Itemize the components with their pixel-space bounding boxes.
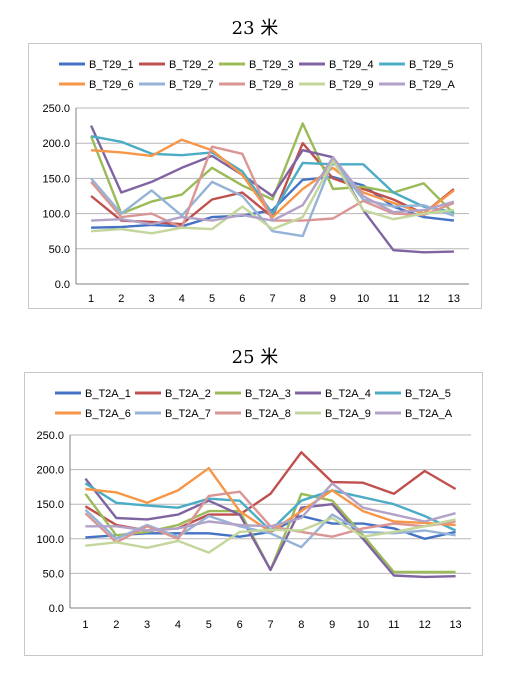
series-line-B_T29_3 [89, 122, 455, 215]
x-tick-label: 6 [239, 293, 245, 305]
series-line-B_T29_7 [90, 159, 455, 238]
legend-label: B_T29_A [409, 79, 456, 91]
x-tick-label: 7 [269, 293, 275, 305]
y-tick-label: 50.0 [49, 244, 70, 256]
x-tick-label: 4 [175, 619, 181, 631]
x-tick-label: 4 [179, 293, 185, 305]
x-tick-label: 3 [149, 293, 155, 305]
legend-label: B_T29_1 [89, 59, 134, 71]
x-tick-label: 8 [298, 619, 304, 631]
legend-label: B_T29_7 [169, 79, 214, 91]
x-tick-label: 12 [418, 293, 430, 305]
x-tick-label: 5 [206, 619, 212, 631]
y-tick-label: 250.0 [36, 430, 64, 442]
legend-label: B_T29_8 [249, 79, 294, 91]
x-tick-label: 9 [330, 293, 336, 305]
y-tick-label: 150.0 [42, 173, 70, 185]
x-tick-label: 11 [388, 619, 399, 631]
series-line-B_T29_6 [91, 138, 455, 219]
legend-label: B_T29_9 [329, 79, 374, 91]
x-tick-label: 1 [82, 619, 88, 631]
legend-label: B_T2A_6 [85, 408, 131, 420]
x-tick-label: 5 [209, 293, 215, 305]
series-line-B_T2A_4 [84, 477, 456, 579]
y-tick-label: 0.0 [49, 603, 64, 615]
y-tick-label: 200.0 [36, 465, 64, 477]
series-line-B_T29_5 [90, 135, 455, 215]
x-tick-label: 6 [237, 619, 243, 631]
legend-label: B_T29_6 [89, 79, 134, 91]
legend-label: B_T2A_7 [165, 408, 211, 420]
series-line-B_T29_4 [90, 125, 454, 254]
line-chart-25m: 0.0 50.0 100.0 150.0 200.0 250.0 1 2 3 4 5 6 7 8 9 10 11… [24, 372, 483, 656]
x-tick-label: 7 [267, 619, 273, 631]
x-tick-label: 1 [88, 293, 94, 305]
chart-title-23m: 23 米 [231, 18, 279, 39]
y-tick-label: 150.0 [36, 499, 64, 511]
legend-label: B_T2A_1 [85, 388, 131, 400]
y-tick-label: 100.0 [42, 209, 70, 221]
x-tick-label: 11 [388, 293, 399, 305]
chart-title-25m: 25 米 [231, 347, 279, 368]
y-tick-label: 50.0 [43, 568, 64, 580]
x-tick-label: 12 [419, 619, 431, 631]
legend-label: B_T2A_2 [165, 388, 211, 400]
series-line-B_T29_9 [91, 159, 455, 235]
legend-label: B_T29_5 [409, 59, 454, 71]
series-line-B_T2A_A [85, 482, 456, 532]
legend-label: B_T29_2 [169, 59, 214, 71]
x-tick-label: 13 [449, 619, 461, 631]
legend-label: B_T2A_3 [245, 388, 291, 400]
x-tick-label: 2 [113, 619, 119, 631]
x-tick-label: 10 [357, 619, 369, 631]
x-tick-label: 3 [144, 619, 150, 631]
legend-label: B_T2A_8 [245, 408, 291, 420]
legend-label: B_T2A_4 [325, 388, 371, 400]
line-chart-23m: 0.0 50.0 100.0 150.0 200.0 250.0 1 2 3 4 5 6 7 8 9 10 11… [28, 43, 482, 309]
series-line-B_T2A_6 [85, 466, 456, 534]
y-tick-label: 200.0 [42, 138, 70, 150]
x-tick-label: 13 [448, 293, 460, 305]
x-tick-label: 10 [357, 293, 369, 305]
y-tick-label: 0.0 [55, 279, 70, 291]
x-tick-label: 9 [329, 619, 335, 631]
legend-label: B_T2A_9 [325, 408, 371, 420]
legend-label: B_T29_4 [329, 59, 374, 71]
series-line-B_T29_A [91, 156, 455, 226]
x-tick-label: 8 [300, 293, 306, 305]
series-line-B_T2A_7 [84, 508, 456, 549]
x-tick-label: 2 [118, 293, 124, 305]
y-tick-label: 250.0 [42, 103, 70, 115]
y-tick-label: 100.0 [36, 534, 64, 546]
legend-label: B_T2A_A [405, 408, 453, 420]
legend-label: B_T2A_5 [405, 388, 451, 400]
legend-label: B_T29_3 [249, 59, 294, 71]
series-line-B_T2A_9 [85, 516, 456, 554]
